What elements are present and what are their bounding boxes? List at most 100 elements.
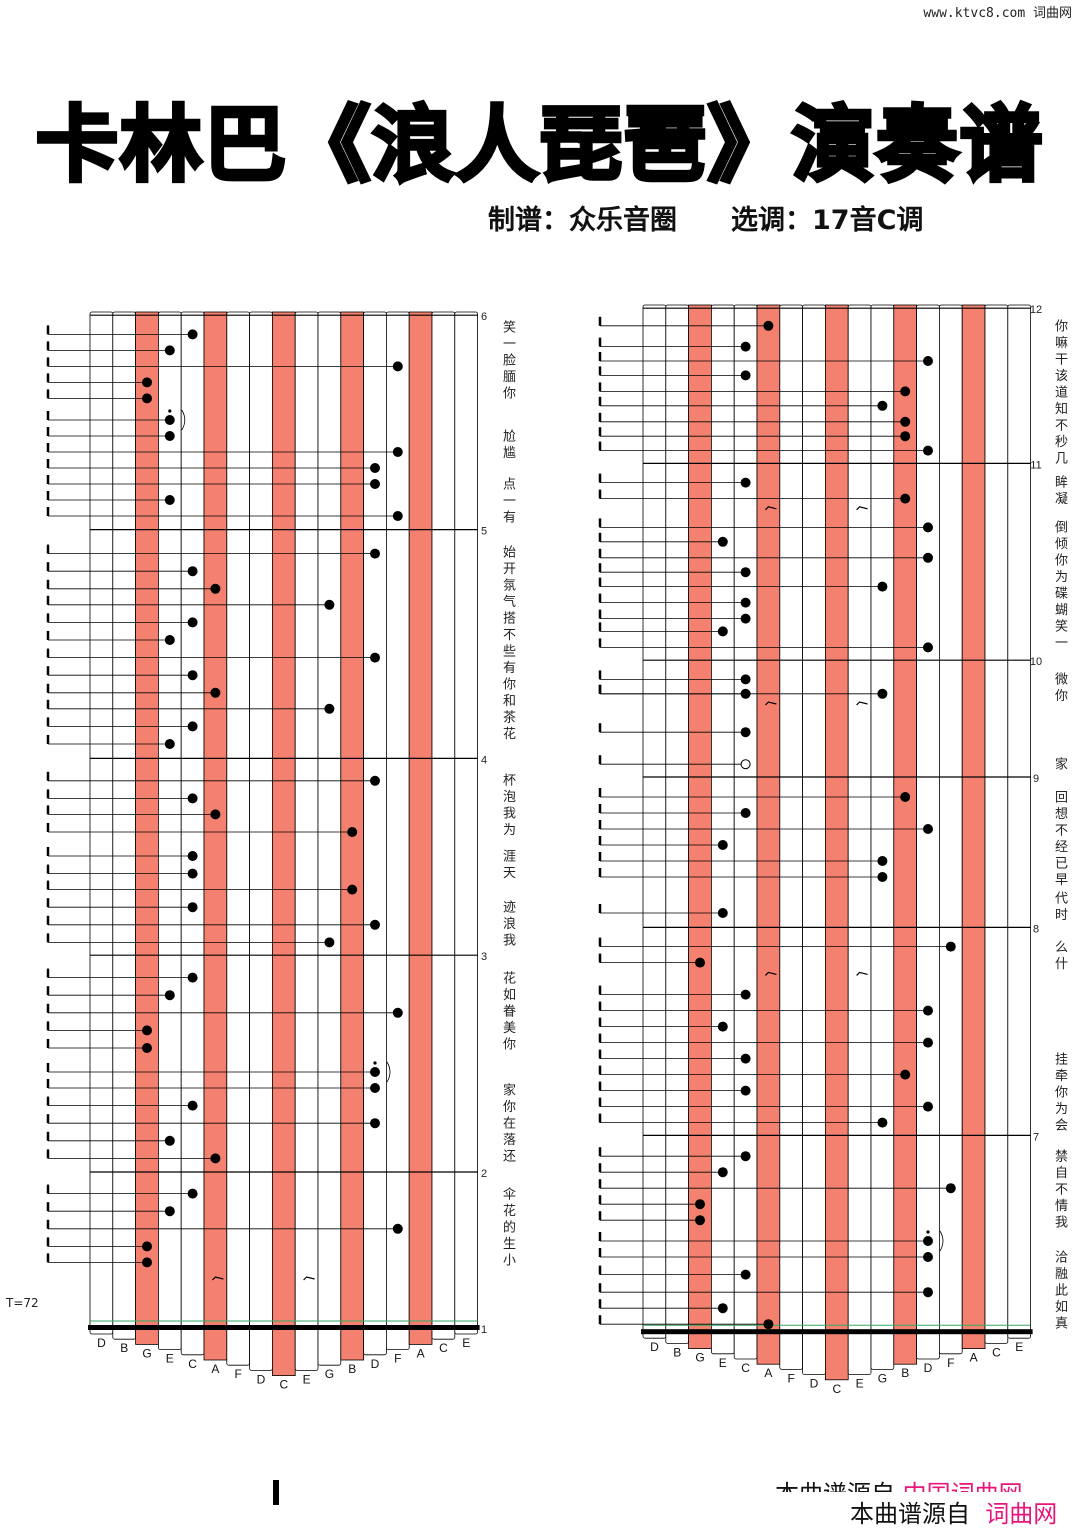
measure-number: 12 (1030, 304, 1042, 316)
tine-label: E (719, 1356, 727, 1370)
rest-icon (856, 701, 868, 706)
note-dot-A (210, 1153, 221, 1164)
tine-label: C (439, 1341, 448, 1355)
note-dot-C (740, 989, 751, 1000)
footer-brand-link[interactable]: 中国词曲网 (903, 1480, 1023, 1492)
note-dot-G (877, 1117, 888, 1128)
tine-B (112, 311, 137, 1340)
note-dot-F (392, 1223, 403, 1234)
tine-label: F (235, 1367, 242, 1381)
tine-label: G (695, 1351, 704, 1365)
footer-text: 本曲谱源自 (775, 1480, 903, 1492)
footer-brand-link[interactable]: 词曲网 (985, 1500, 1058, 1528)
rest-icon (856, 506, 868, 511)
measure-number: 4 (481, 754, 487, 766)
note-dot-B (900, 416, 911, 427)
note-dot-D (923, 824, 933, 834)
page-title: 卡林巴《浪人琵琶》演奏谱 (34, 96, 1044, 195)
measure-number: 1 (481, 1324, 487, 1336)
note-dot-A (210, 687, 221, 698)
note-dot-B (900, 386, 911, 397)
note-dot-E (717, 1303, 728, 1314)
tine-label: D (924, 1361, 933, 1375)
tine-E (294, 311, 319, 1371)
note-dot-C (740, 808, 751, 818)
note-dot-E (164, 739, 175, 749)
tine-label: F (394, 1352, 401, 1366)
tine-E (711, 304, 735, 1355)
tine-label: D (257, 1372, 266, 1386)
lyric-phrase: 家 (1052, 757, 1067, 774)
tine-C (271, 311, 296, 1376)
note-dot-C (187, 902, 198, 913)
tine-E (847, 304, 872, 1375)
tine-label: F (788, 1371, 795, 1385)
rest-icon (764, 701, 777, 706)
tine-label: C (188, 1357, 197, 1371)
bar-mark (273, 1480, 279, 1505)
note-dot-F (945, 941, 956, 952)
note-dot-F (392, 361, 403, 372)
lyric-phrase: 笑一脸腼你 (500, 320, 515, 403)
note-dot-G (142, 1257, 152, 1268)
tine-label: G (878, 1371, 887, 1385)
lyric-phrase: 迹浪我 (500, 900, 515, 950)
note-dot-A (210, 809, 221, 820)
note-dot-C (187, 851, 198, 861)
note-dot-D (923, 1236, 933, 1246)
tempo-label: T=72 (6, 1296, 39, 1310)
note-dot-D (923, 1252, 933, 1262)
note-dot-B (900, 1069, 911, 1080)
lyric-phrase: 么什 (1052, 940, 1067, 973)
lyric-phrase: 微你 (1052, 672, 1067, 705)
tine-label: G (142, 1346, 151, 1360)
tine-D (89, 311, 114, 1335)
note-dot-G (877, 581, 888, 592)
site-watermark: www.ktvc8.com 词曲网 (923, 6, 1072, 21)
note-dot-E (717, 1021, 728, 1032)
tine-D (642, 304, 667, 1339)
tine-label: E (166, 1352, 174, 1366)
tine-label: C (279, 1378, 288, 1392)
measure-number: 9 (1033, 773, 1039, 785)
tine-label: A (211, 1362, 219, 1376)
tine-label: D (371, 1357, 380, 1371)
tine-label: E (462, 1336, 470, 1350)
measure-number: 8 (1033, 923, 1039, 935)
note-dot-F (392, 1007, 403, 1018)
note-dot-E (164, 495, 175, 505)
note-dot-C (187, 868, 198, 879)
lyric-phrase: 家你在落还 (500, 1083, 515, 1166)
note-dot-C (740, 1053, 751, 1064)
footer-source-line-1: 本曲谱源自 中国词曲网 (775, 1474, 1023, 1492)
note-dot-C (740, 1151, 751, 1162)
note-dot-G (877, 872, 888, 882)
note-dot-A (763, 1319, 774, 1330)
tine-label: E (856, 1377, 864, 1391)
measure-number: 11 (1030, 459, 1041, 471)
tine-label: B (348, 1362, 356, 1376)
tine-label: D (97, 1336, 106, 1350)
note-dot-D (370, 463, 380, 473)
tine-F (779, 304, 803, 1370)
note-dot-C (187, 1100, 198, 1111)
dotted-mark (168, 409, 172, 413)
tie-mark (939, 1230, 944, 1252)
note-dot-C (187, 329, 198, 340)
note-dot-G (324, 599, 335, 610)
lyric-phrase: 禁自不情我 (1052, 1149, 1067, 1232)
tine-G (870, 304, 895, 1370)
note-hollow (740, 759, 751, 770)
lyric-phrase: 回想不经已早 (1052, 790, 1067, 889)
tine-F (939, 304, 963, 1355)
lyric-phrase: 洽融此如真 (1052, 1250, 1067, 1333)
lyric-phrase: 你嘛干该道知不秒几 (1052, 319, 1067, 468)
note-dot-C (740, 341, 751, 352)
tine-A (203, 311, 228, 1361)
lyric-phrase: 始开氛气搭不些有你和茶花 (500, 545, 515, 743)
note-dot-C (187, 566, 198, 577)
note-dot-C (740, 674, 751, 685)
measure-number: 2 (481, 1168, 487, 1180)
note-dot-D (370, 919, 380, 930)
